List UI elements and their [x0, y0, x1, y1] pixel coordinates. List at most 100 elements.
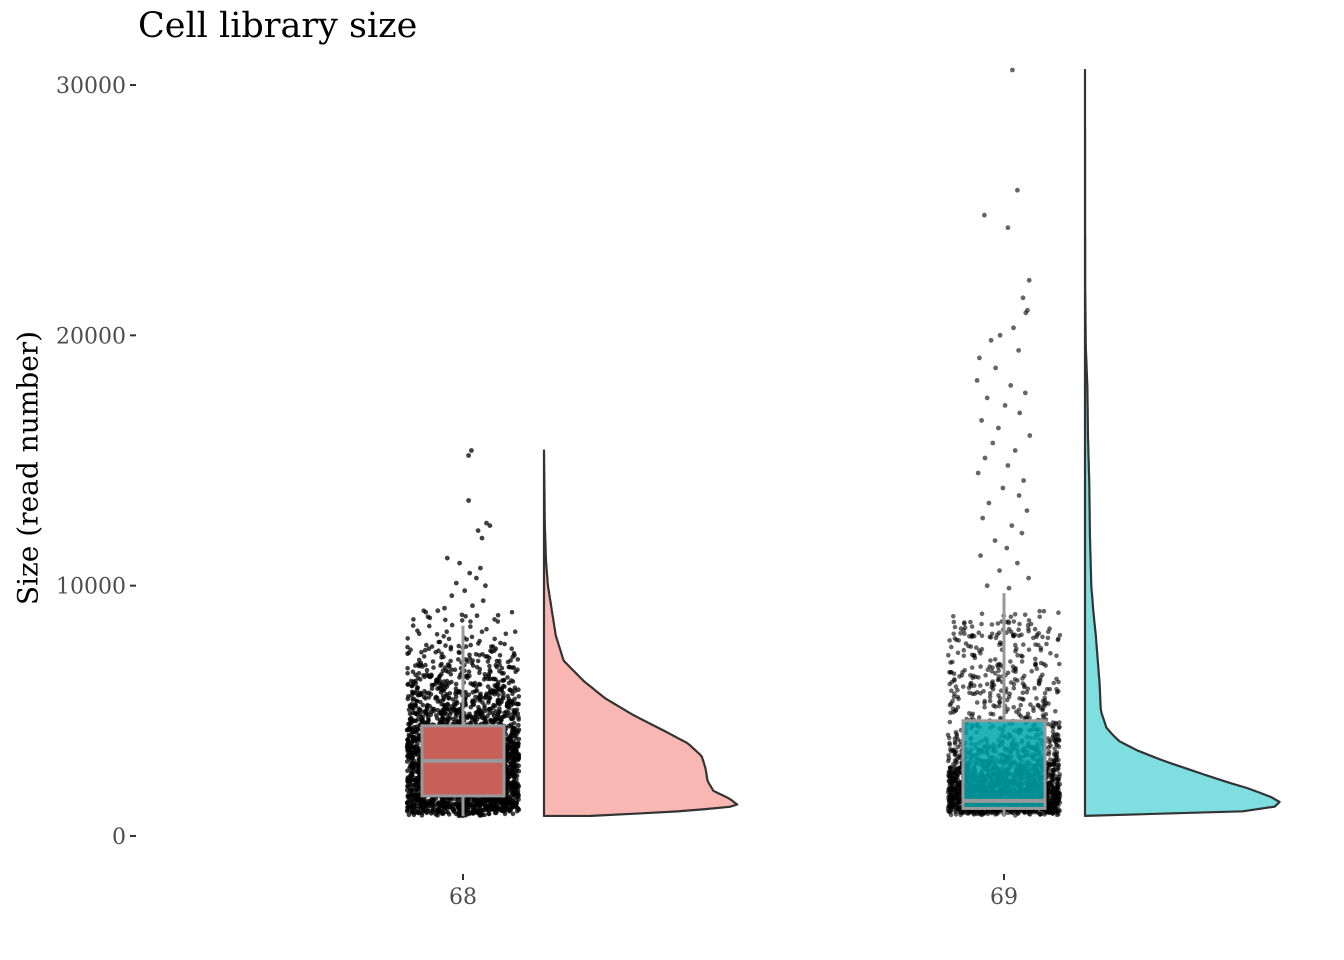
data-point [512, 725, 518, 731]
data-point [411, 729, 417, 735]
data-point [951, 631, 956, 637]
data-point [1034, 632, 1040, 638]
data-point [947, 638, 952, 643]
data-point [1050, 729, 1056, 735]
data-point [1022, 612, 1028, 618]
data-point [463, 644, 469, 649]
data-point [457, 675, 462, 680]
data-point [947, 719, 953, 725]
data-point [477, 653, 482, 658]
data-point [453, 681, 459, 687]
data-point [974, 690, 980, 695]
outlier-point [1015, 187, 1020, 193]
y-tick-label: 20000 [56, 324, 126, 349]
data-point [405, 636, 411, 641]
data-point [405, 784, 410, 789]
data-point [1008, 680, 1014, 685]
data-point [987, 698, 993, 704]
data-point [512, 795, 517, 800]
data-point [504, 780, 510, 786]
data-point [997, 700, 1003, 705]
data-point [410, 754, 416, 760]
outlier-point [990, 440, 996, 446]
data-point [434, 632, 440, 637]
data-point [438, 663, 443, 668]
data-point [474, 688, 480, 693]
data-point [1053, 721, 1059, 727]
data-point [974, 645, 979, 650]
data-point [1046, 749, 1052, 755]
data-point [412, 796, 417, 801]
data-point [470, 690, 476, 695]
data-point [443, 617, 448, 623]
data-point [506, 696, 512, 702]
data-point [955, 650, 961, 656]
outlier-point [992, 538, 998, 543]
data-point [511, 651, 517, 656]
data-point [415, 693, 421, 698]
data-point [1046, 721, 1051, 727]
data-point [997, 642, 1002, 647]
data-point [457, 689, 463, 695]
data-point [951, 619, 957, 625]
data-point [422, 800, 428, 806]
data-point [510, 691, 515, 697]
outlier-point [997, 332, 1003, 338]
outlier-point [483, 583, 488, 589]
data-point [1040, 706, 1046, 711]
outlier-point [984, 395, 990, 401]
data-point [1011, 619, 1017, 624]
outlier-point [1012, 448, 1018, 453]
data-point [509, 788, 515, 794]
data-point [1006, 620, 1012, 626]
data-point [1047, 809, 1052, 814]
data-point [1011, 668, 1016, 673]
data-point [997, 696, 1003, 701]
data-point [410, 691, 416, 696]
outlier-point [444, 555, 450, 561]
data-point [415, 727, 421, 732]
data-point [419, 649, 424, 655]
data-point [961, 647, 967, 653]
data-point [1038, 812, 1043, 817]
data-point [992, 671, 998, 676]
data-point [506, 808, 511, 813]
data-point [1047, 626, 1052, 631]
data-point [471, 798, 476, 803]
outlier-point [480, 598, 486, 604]
outlier-point [1022, 390, 1028, 396]
data-point [987, 694, 993, 700]
data-point [408, 725, 414, 731]
data-point [1007, 691, 1012, 697]
data-point [449, 622, 455, 628]
data-point [956, 799, 962, 805]
data-point [950, 698, 955, 704]
data-point [503, 713, 508, 719]
data-point [476, 704, 481, 710]
data-point [1013, 642, 1018, 648]
data-point [988, 658, 993, 663]
outlier-point [980, 515, 986, 521]
data-point [976, 715, 982, 720]
data-point [505, 659, 511, 665]
data-point [966, 643, 971, 649]
data-point [1026, 647, 1032, 652]
data-point [420, 714, 426, 720]
data-point [1014, 646, 1019, 651]
data-point [984, 809, 990, 814]
data-point [1008, 659, 1013, 664]
data-point [429, 682, 435, 688]
data-point [478, 811, 484, 817]
data-point [501, 678, 506, 683]
data-point [448, 646, 454, 652]
data-point [437, 685, 443, 691]
outlier-point [475, 528, 481, 533]
outlier-point [1005, 463, 1011, 468]
outlier-point [469, 448, 474, 453]
data-point [486, 700, 491, 705]
outlier-point [1011, 325, 1016, 331]
data-point [408, 777, 414, 782]
data-point [1038, 647, 1044, 653]
data-point [1051, 768, 1056, 773]
data-point [955, 704, 961, 710]
